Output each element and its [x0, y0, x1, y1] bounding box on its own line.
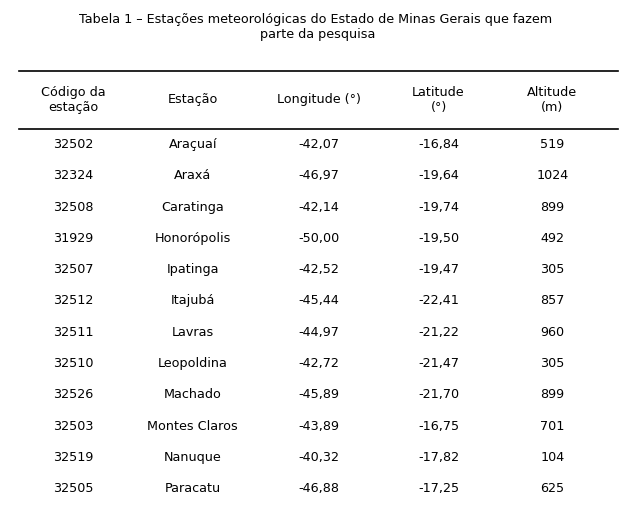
Text: 625: 625 [540, 482, 565, 495]
Text: -44,97: -44,97 [298, 326, 339, 339]
Text: Código da
estação: Código da estação [40, 86, 105, 114]
Text: -19,50: -19,50 [418, 232, 459, 245]
Text: 701: 701 [540, 420, 565, 433]
Text: 492: 492 [540, 232, 565, 245]
Text: Nanuque: Nanuque [164, 451, 221, 464]
Text: -42,52: -42,52 [298, 263, 339, 276]
Text: -16,75: -16,75 [418, 420, 459, 433]
Text: -19,74: -19,74 [418, 200, 459, 214]
Text: Lavras: Lavras [172, 326, 214, 339]
Text: Montes Claros: Montes Claros [148, 420, 238, 433]
Text: -46,97: -46,97 [298, 169, 339, 182]
Text: 32508: 32508 [52, 200, 93, 214]
Text: 32324: 32324 [53, 169, 93, 182]
Text: 32526: 32526 [53, 388, 93, 401]
Text: Honorópolis: Honorópolis [155, 232, 231, 245]
Text: Araçuaí: Araçuaí [168, 138, 217, 151]
Text: Paracatu: Paracatu [165, 482, 221, 495]
Text: Latitude
(°): Latitude (°) [412, 86, 465, 114]
Text: Caratinga: Caratinga [162, 200, 224, 214]
Text: 32502: 32502 [53, 138, 93, 151]
Text: Leopoldina: Leopoldina [158, 357, 228, 370]
Text: 32519: 32519 [53, 451, 93, 464]
Text: -19,64: -19,64 [418, 169, 459, 182]
Text: Araxá: Araxá [174, 169, 211, 182]
Text: 305: 305 [540, 357, 565, 370]
Text: 899: 899 [540, 388, 565, 401]
Text: Tabela 1 – Estações meteorológicas do Estado de Minas Gerais que fazem
 parte da: Tabela 1 – Estações meteorológicas do Es… [79, 13, 552, 40]
Text: -21,47: -21,47 [418, 357, 459, 370]
Text: -45,89: -45,89 [298, 388, 339, 401]
Text: -17,25: -17,25 [418, 482, 459, 495]
Text: Itajubá: Itajubá [170, 294, 215, 308]
Text: -42,07: -42,07 [298, 138, 339, 151]
Text: -42,72: -42,72 [298, 357, 339, 370]
Text: 32510: 32510 [52, 357, 93, 370]
Text: -21,70: -21,70 [418, 388, 459, 401]
Text: 32505: 32505 [52, 482, 93, 495]
Text: 32511: 32511 [52, 326, 93, 339]
Text: 305: 305 [540, 263, 565, 276]
Text: 960: 960 [540, 326, 565, 339]
Text: 31929: 31929 [53, 232, 93, 245]
Text: -42,14: -42,14 [298, 200, 339, 214]
Text: -19,47: -19,47 [418, 263, 459, 276]
Text: -45,44: -45,44 [298, 294, 339, 308]
Text: Altitude
(m): Altitude (m) [528, 86, 577, 114]
Text: Machado: Machado [164, 388, 221, 401]
Text: -46,88: -46,88 [298, 482, 339, 495]
Text: 32507: 32507 [52, 263, 93, 276]
Text: 857: 857 [540, 294, 565, 308]
Text: 899: 899 [540, 200, 565, 214]
Text: 104: 104 [540, 451, 565, 464]
Text: Longitude (°): Longitude (°) [277, 93, 360, 106]
Text: -22,41: -22,41 [418, 294, 459, 308]
Text: Ipatinga: Ipatinga [167, 263, 219, 276]
Text: 32512: 32512 [53, 294, 93, 308]
Text: 519: 519 [540, 138, 565, 151]
Text: Estação: Estação [168, 93, 218, 106]
Text: -40,32: -40,32 [298, 451, 339, 464]
Text: -21,22: -21,22 [418, 326, 459, 339]
Text: -16,84: -16,84 [418, 138, 459, 151]
Text: -17,82: -17,82 [418, 451, 459, 464]
Text: 32503: 32503 [52, 420, 93, 433]
Text: -50,00: -50,00 [298, 232, 339, 245]
Text: -43,89: -43,89 [298, 420, 339, 433]
Text: 1024: 1024 [536, 169, 569, 182]
